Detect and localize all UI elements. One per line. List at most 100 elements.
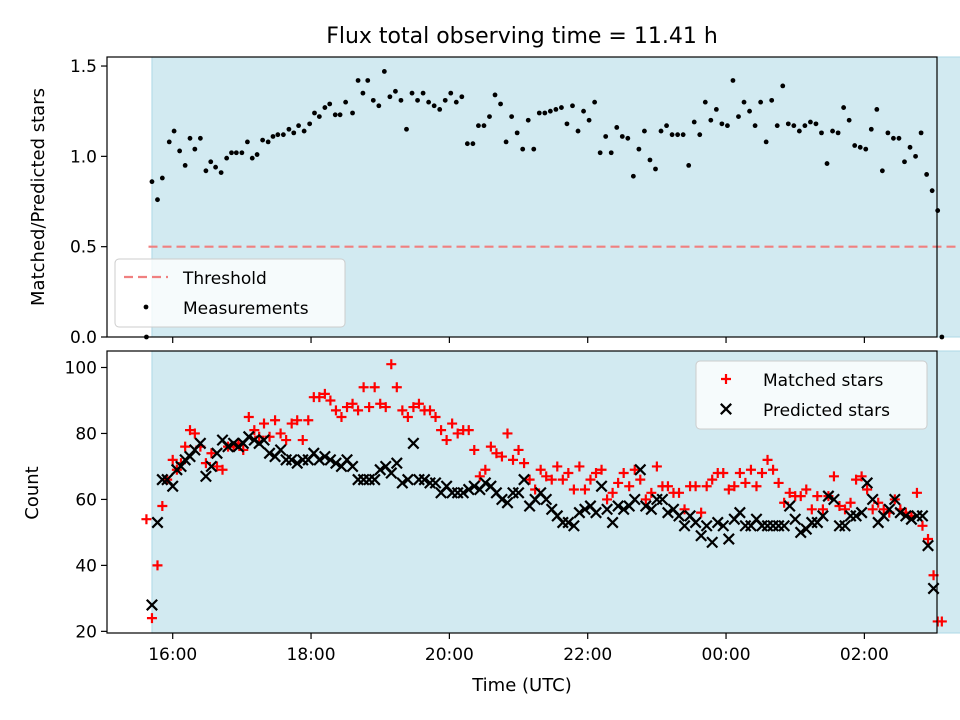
- matched-star-point: [330, 405, 341, 416]
- matched-star-point: [690, 481, 701, 492]
- predicted-star-point: [916, 509, 929, 522]
- matched-star-point: [286, 418, 297, 429]
- y-tick-label: 20: [75, 622, 97, 642]
- measurement-point: [918, 130, 924, 136]
- matched-star-point: [369, 382, 380, 393]
- measurement-point: [752, 123, 758, 129]
- predicted-star-point: [429, 476, 442, 489]
- measurement-point: [614, 125, 620, 130]
- matched-star-point: [773, 477, 784, 488]
- matched-star-point: [651, 461, 662, 472]
- measurement-point: [453, 99, 459, 105]
- measurement-point: [192, 146, 198, 152]
- measurement-point: [907, 144, 913, 150]
- legend-matched-label: Matched stars: [763, 371, 883, 391]
- matched-star-point: [563, 468, 574, 479]
- matched-star-point: [485, 441, 496, 452]
- measurement-point: [316, 114, 322, 120]
- measurement-point: [296, 123, 301, 129]
- measurement-point: [203, 168, 209, 174]
- measurement-point: [630, 173, 636, 179]
- measurement-point: [239, 150, 245, 156]
- y-tick-label: 1.5: [70, 57, 97, 77]
- matched-star-point: [596, 464, 607, 475]
- predicted-star-point: [194, 437, 207, 450]
- predicted-star-point: [861, 476, 874, 489]
- matched-star-point: [936, 616, 947, 627]
- predicted-star-point: [839, 519, 851, 532]
- matched-star-point: [911, 487, 922, 498]
- measurement-point: [370, 97, 376, 103]
- matched-star-point: [314, 392, 325, 403]
- measurement-point: [874, 106, 880, 112]
- predicted-star-point: [385, 467, 398, 480]
- predicted-star-point: [628, 493, 641, 506]
- measurement-point: [404, 126, 409, 132]
- measurement-point: [155, 197, 160, 203]
- x-tick-label: 02:00: [840, 645, 889, 665]
- measurement-point: [935, 208, 941, 213]
- measurement-point: [570, 103, 575, 109]
- measurement-point: [846, 117, 852, 123]
- measurement-point: [520, 146, 526, 152]
- measurement-point: [229, 150, 234, 156]
- measurement-point: [260, 137, 266, 143]
- matched-star-point: [546, 474, 557, 485]
- measurement-point: [265, 139, 271, 145]
- predicted-star-point: [151, 516, 164, 529]
- predicted-star-point: [634, 463, 647, 476]
- measurement-point: [149, 179, 155, 185]
- measurement-point: [857, 144, 863, 150]
- measurement-point: [924, 172, 930, 177]
- matched-star-point: [795, 491, 806, 502]
- measurement-point: [409, 90, 415, 96]
- measurement-point: [879, 168, 885, 174]
- y-tick-label: 1.0: [70, 147, 97, 167]
- predicted-star-point: [717, 519, 730, 532]
- matched-star-point: [249, 425, 260, 436]
- measurement-point: [171, 128, 177, 134]
- measurement-point: [415, 97, 420, 103]
- matched-star-point: [845, 497, 856, 508]
- measurement-point: [736, 114, 741, 120]
- matched-star-point: [519, 458, 530, 469]
- predicted-star-point: [673, 509, 685, 522]
- measurement-point: [431, 103, 437, 109]
- measurement-point: [437, 106, 443, 112]
- y-tick-label: 0.0: [70, 328, 97, 348]
- matched-star-point: [646, 487, 657, 498]
- plot-frame: [106, 350, 938, 634]
- predicted-star-point: [401, 473, 414, 486]
- measurement-point: [564, 121, 570, 127]
- measurement-point: [939, 334, 945, 340]
- measurement-point: [691, 119, 697, 125]
- matched-star-point: [535, 464, 546, 475]
- predicted-star-point: [285, 453, 298, 466]
- measurement-point: [275, 132, 281, 138]
- measurement-point: [350, 110, 355, 116]
- measurement-point: [197, 135, 203, 141]
- measurement-point: [891, 135, 896, 141]
- measurement-point: [675, 132, 681, 138]
- legend-threshold-label: Threshold: [182, 269, 267, 289]
- matched-star-point: [217, 464, 228, 475]
- predicted-star-point: [263, 447, 276, 460]
- predicted-star-point: [175, 460, 187, 473]
- matched-star-point: [679, 504, 690, 515]
- matched-star-point: [364, 402, 375, 413]
- measurement-point: [830, 128, 835, 134]
- predicted-star-point: [595, 480, 608, 493]
- predicted-star-point: [573, 506, 586, 519]
- predicted-star-point: [888, 493, 901, 506]
- matched-star-point: [613, 477, 624, 488]
- matched-star-point: [292, 415, 303, 426]
- measurement-point: [653, 166, 658, 172]
- matched-star-point: [723, 484, 734, 495]
- measurement-point: [442, 97, 448, 103]
- measurement-point: [553, 106, 559, 112]
- predicted-star-point: [562, 516, 575, 529]
- matched-star-point: [762, 454, 773, 465]
- predicted-star-point: [274, 443, 287, 456]
- predicted-star-point: [512, 486, 525, 499]
- predicted-star-point: [855, 506, 868, 519]
